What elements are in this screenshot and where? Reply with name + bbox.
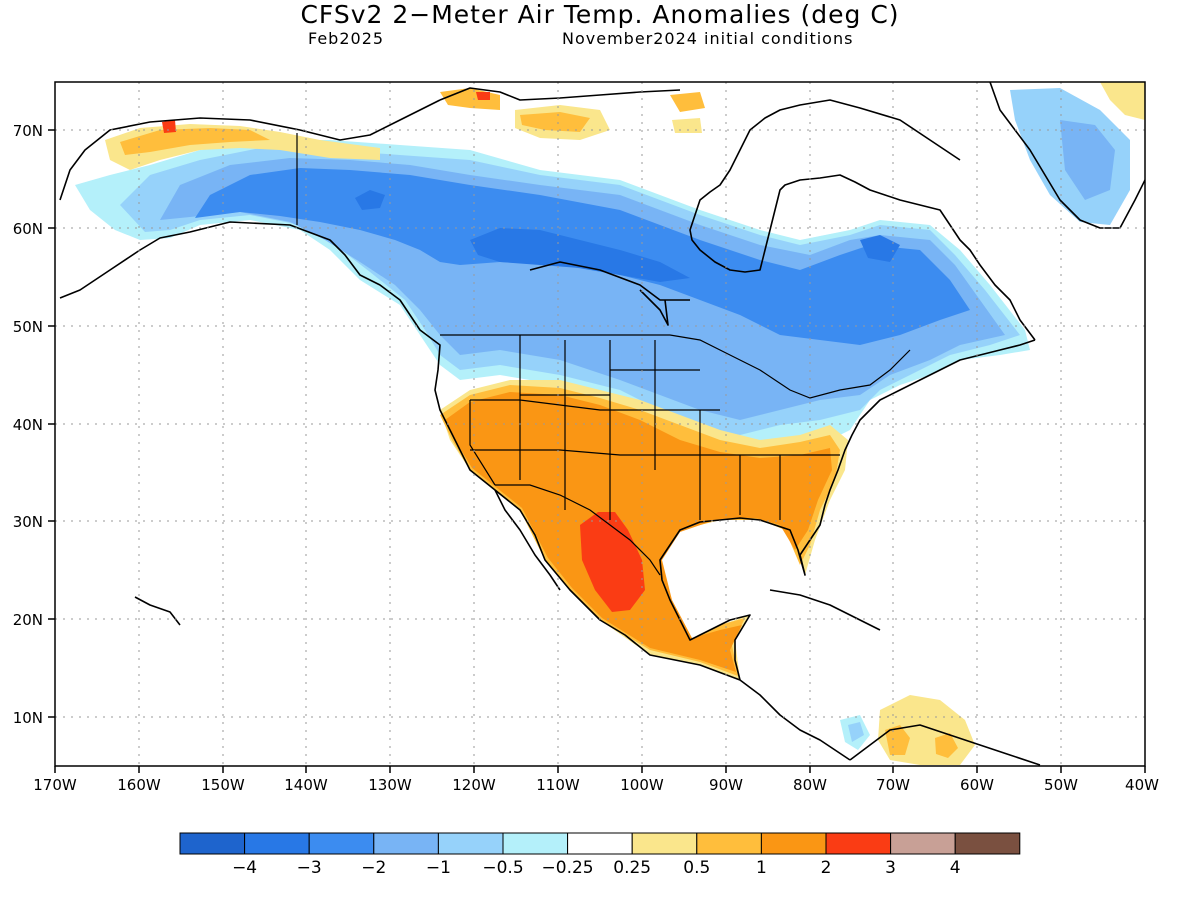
colorbar: −4 −3 −2 −1 −0.5 −0.25 0.25 0.5 1 2 3 4 [179, 832, 1021, 878]
lon-label-70w: 70W [876, 776, 910, 794]
figure-title: CFSv2 2−Meter Air Temp. Anomalies (deg C… [300, 0, 900, 29]
lat-label-70n: 70N [13, 122, 43, 140]
coastlines [59, 82, 1145, 766]
colorbar-label: 0.25 [613, 858, 651, 878]
initial-conditions: November2024 initial conditions [562, 29, 854, 48]
lat-label-50n: 50N [13, 318, 43, 336]
colorbar-label: −0.25 [542, 858, 594, 878]
forecast-month: Feb2025 [308, 29, 385, 48]
colorbar-swatch [567, 832, 633, 855]
lon-label-60w: 60W [960, 776, 994, 794]
colorbar-swatch [373, 832, 439, 855]
colorbar-swatch [890, 832, 956, 855]
lon-label-50w: 50W [1044, 776, 1078, 794]
lat-label-20n: 20N [13, 611, 43, 629]
colorbar-swatch [954, 832, 1021, 855]
colorbar-label: 1 [756, 858, 767, 878]
colorbar-swatch [696, 832, 762, 855]
lat-labels: 70N 60N 50N 40N 30N 20N 10N [13, 122, 43, 727]
colorbar-label: 4 [950, 858, 961, 878]
colorbar-swatch [760, 832, 827, 855]
lon-label-130w: 130W [368, 776, 412, 794]
lon-label-100w: 100W [620, 776, 664, 794]
colorbar-swatch [179, 832, 246, 855]
colorbar-swatch [502, 832, 569, 855]
political-borders [296, 133, 911, 576]
colorbar-swatch [244, 832, 310, 855]
colorbar-label: 0.5 [683, 858, 710, 878]
lon-label-80w: 80W [793, 776, 827, 794]
map-area [55, 82, 1145, 766]
lat-label-10n: 10N [13, 709, 43, 727]
lon-label-140w: 140W [284, 776, 328, 794]
lon-label-90w: 90W [709, 776, 743, 794]
colorbar-swatch [437, 832, 504, 855]
lat-label-60n: 60N [13, 220, 43, 238]
colorbar-swatch [825, 832, 892, 855]
lon-label-40w: 40W [1125, 776, 1159, 794]
anomaly-shading [75, 82, 1145, 765]
colorbar-label: 2 [821, 858, 832, 878]
lon-label-120w: 120W [452, 776, 496, 794]
colorbar-label: −4 [232, 858, 257, 878]
axis-ticks [48, 129, 1146, 773]
colorbar-label: −0.5 [482, 858, 523, 878]
lon-label-170w: 170W [33, 776, 77, 794]
lat-label-30n: 30N [13, 513, 43, 531]
graticule [55, 82, 1145, 766]
colorbar-label: −1 [426, 858, 451, 878]
colorbar-label: −3 [297, 858, 322, 878]
colorbar-swatch [631, 832, 698, 855]
lon-label-110w: 110W [536, 776, 580, 794]
lon-label-160w: 160W [117, 776, 161, 794]
lon-labels: 170W 160W 150W 140W 130W 120W 110W 100W … [33, 776, 1159, 794]
lat-label-40n: 40N [13, 416, 43, 434]
colorbar-label: −2 [361, 858, 386, 878]
lon-label-150w: 150W [201, 776, 245, 794]
colorbar-label: 3 [885, 858, 896, 878]
colorbar-swatch [308, 832, 375, 855]
